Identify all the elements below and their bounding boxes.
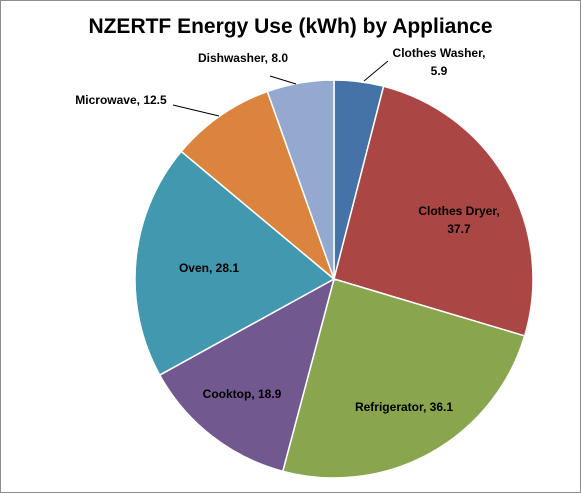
chart-title: NZERTF Energy Use (kWh) by Appliance [88, 15, 492, 38]
leader-lines [172, 60, 389, 117]
pie-slice-refrigerator [281, 278, 526, 479]
data-label-refrigerator: Refrigerator, 36.1 [355, 400, 453, 414]
data-label-dishwasher: Dishwasher, 8.0 [198, 51, 288, 65]
leader-line-dishwasher [269, 75, 297, 85]
pie-slice-microwave [180, 90, 336, 282]
pie-slices [134, 79, 534, 479]
pie-slice-clothes-dryer [333, 85, 534, 337]
data-label-clothes-washer: Clothes Washer, 5.9 [393, 46, 486, 78]
data-label-oven: Oven, 28.1 [179, 261, 239, 275]
pie-slice-cooktop [158, 277, 336, 473]
leader-line-microwave [172, 104, 220, 117]
data-labels: Clothes Washer, 5.9 Clothes Dryer, 37.7 Refr… [75, 46, 499, 414]
data-label-clothes-dryer: Clothes Dryer, 37.7 [418, 204, 499, 236]
data-label-microwave: Microwave, 12.5 [75, 93, 167, 107]
pie-slice-dishwasher [266, 79, 335, 280]
leader-line-clothes-washer [363, 60, 389, 82]
data-label-cooktop: Cooktop, 18.9 [203, 387, 282, 401]
pie-slice-oven [134, 150, 336, 377]
